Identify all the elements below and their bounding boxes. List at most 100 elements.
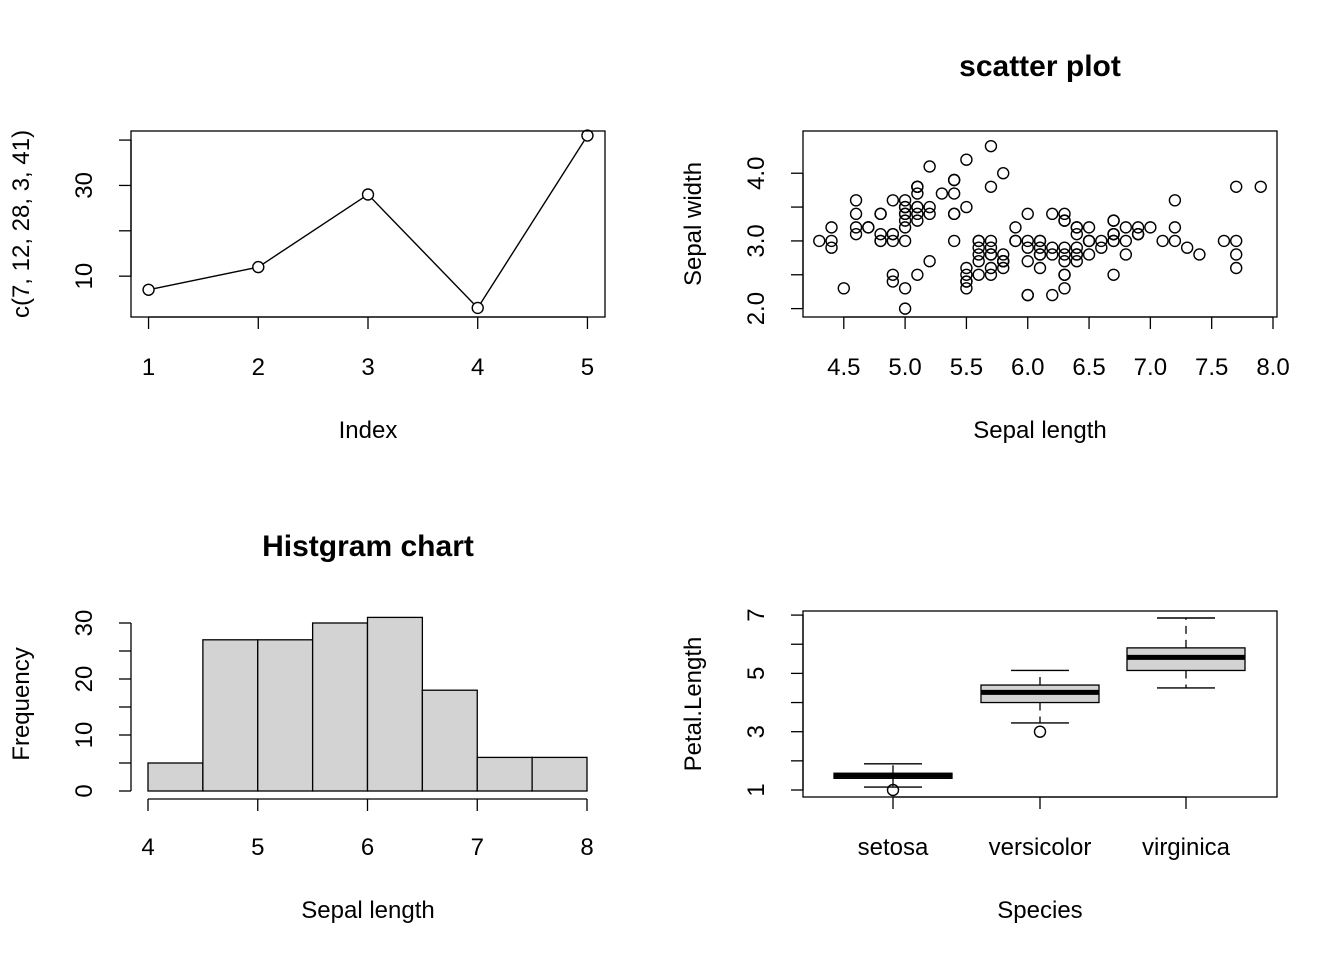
- data-point: [1180, 241, 1194, 254]
- data-point: [886, 234, 900, 248]
- y-tick-label: 7: [743, 608, 770, 621]
- boxplot-ylabel: Petal.Length: [680, 637, 707, 772]
- data-point: [886, 268, 900, 281]
- box-outlier: [1033, 725, 1047, 738]
- data-point: [1009, 234, 1022, 248]
- boxplot-panel: setosa versicolor virginica 1 3 5 7 Species P…: [680, 608, 1278, 924]
- data-point: [898, 282, 912, 295]
- data-point: [1058, 248, 1071, 261]
- y-tick-label: 30: [71, 610, 98, 637]
- y-tick-label: 1: [743, 783, 770, 796]
- data-point: [997, 248, 1010, 261]
- y-tick-label: 3.0: [743, 224, 770, 257]
- data-point: [972, 234, 985, 248]
- data-point: [1033, 241, 1047, 254]
- data-point: [1217, 234, 1231, 248]
- data-point: [1058, 207, 1071, 221]
- x-tick-label: 6.5: [1072, 354, 1105, 381]
- data-point: [984, 241, 998, 254]
- box-outlier: [886, 783, 900, 797]
- data-point: [837, 282, 850, 295]
- boxplot-xlabel: Species: [997, 897, 1082, 924]
- histogram-marks: [147, 616, 588, 792]
- data-point: [898, 207, 912, 221]
- x-tick-label: virginica: [1142, 834, 1231, 861]
- data-point: [1070, 241, 1083, 254]
- data-point: [947, 207, 961, 221]
- line-segment: [154, 267, 253, 290]
- data-point: [1021, 255, 1034, 268]
- boxplot-y-axis: 1 3 5 7: [743, 608, 804, 797]
- line-plot-x-axis: 1 2 3 4 5: [142, 316, 594, 381]
- data-point: [1131, 227, 1145, 241]
- x-tick-label: 6.0: [1011, 354, 1044, 381]
- y-tick-label: 5: [743, 667, 770, 680]
- scatter-plot-box: [802, 130, 1278, 318]
- data-point: [471, 301, 484, 315]
- data-point: [1021, 241, 1034, 254]
- y-tick-label: 3: [743, 725, 770, 738]
- data-point: [1058, 214, 1071, 227]
- data-point: [1058, 268, 1071, 281]
- scatter-plot-xlabel: Sepal length: [973, 417, 1106, 444]
- data-point: [1144, 221, 1157, 234]
- data-point: [911, 214, 924, 227]
- data-point: [947, 173, 961, 187]
- boxplot-x-axis: setosa versicolor virginica: [858, 796, 1231, 861]
- data-point: [898, 302, 912, 315]
- data-point: [886, 275, 900, 288]
- data-point: [862, 221, 875, 234]
- x-tick-label: 6: [361, 834, 374, 861]
- data-point: [1058, 241, 1071, 254]
- data-point: [1021, 234, 1034, 248]
- x-tick-label: 4.5: [827, 354, 860, 381]
- data-point: [825, 221, 838, 234]
- data-point: [1095, 241, 1108, 254]
- scatter-plot-title: scatter plot: [959, 50, 1121, 83]
- data-point: [1107, 234, 1120, 248]
- x-tick-label: 5: [581, 354, 594, 381]
- data-point: [911, 187, 924, 200]
- histogram-bar: [531, 756, 588, 792]
- histogram-bar: [311, 622, 369, 792]
- data-point: [581, 129, 594, 142]
- histogram-bar: [202, 639, 259, 792]
- data-point: [1046, 241, 1059, 254]
- x-tick-label: setosa: [858, 834, 929, 861]
- data-point: [1033, 248, 1047, 261]
- data-point: [923, 255, 936, 268]
- y-tick-label: 30: [71, 172, 98, 199]
- data-point: [142, 283, 155, 296]
- data-point: [911, 268, 924, 281]
- data-point: [1058, 282, 1071, 295]
- line-plot-y-axis: 10 30: [71, 139, 132, 290]
- line-plot-xlabel: Index: [339, 417, 398, 444]
- line-plot-marks: [142, 129, 594, 315]
- data-point: [935, 187, 949, 200]
- data-point: [1230, 248, 1243, 261]
- data-point: [1046, 207, 1059, 221]
- data-point: [849, 227, 863, 241]
- data-point: [1082, 221, 1096, 234]
- data-point: [1230, 234, 1243, 248]
- line-segment: [371, 198, 475, 305]
- data-point: [1119, 221, 1133, 234]
- data-point: [960, 282, 973, 295]
- data-point: [1107, 214, 1120, 227]
- data-point: [1021, 288, 1034, 302]
- data-point: [1193, 248, 1206, 261]
- data-point: [1021, 207, 1034, 221]
- data-point: [1070, 227, 1083, 241]
- data-point: [1254, 180, 1267, 193]
- data-point: [825, 234, 838, 248]
- histogram-bar: [421, 689, 478, 792]
- data-point: [1168, 221, 1182, 234]
- x-tick-label: 8: [580, 834, 593, 861]
- histogram-title: Histgram chart: [262, 530, 474, 563]
- data-point: [898, 194, 912, 207]
- data-point: [898, 234, 912, 248]
- line-segment: [262, 197, 364, 265]
- line-segment: [480, 140, 585, 304]
- histogram-y-axis: 0 10 20 30: [71, 610, 132, 798]
